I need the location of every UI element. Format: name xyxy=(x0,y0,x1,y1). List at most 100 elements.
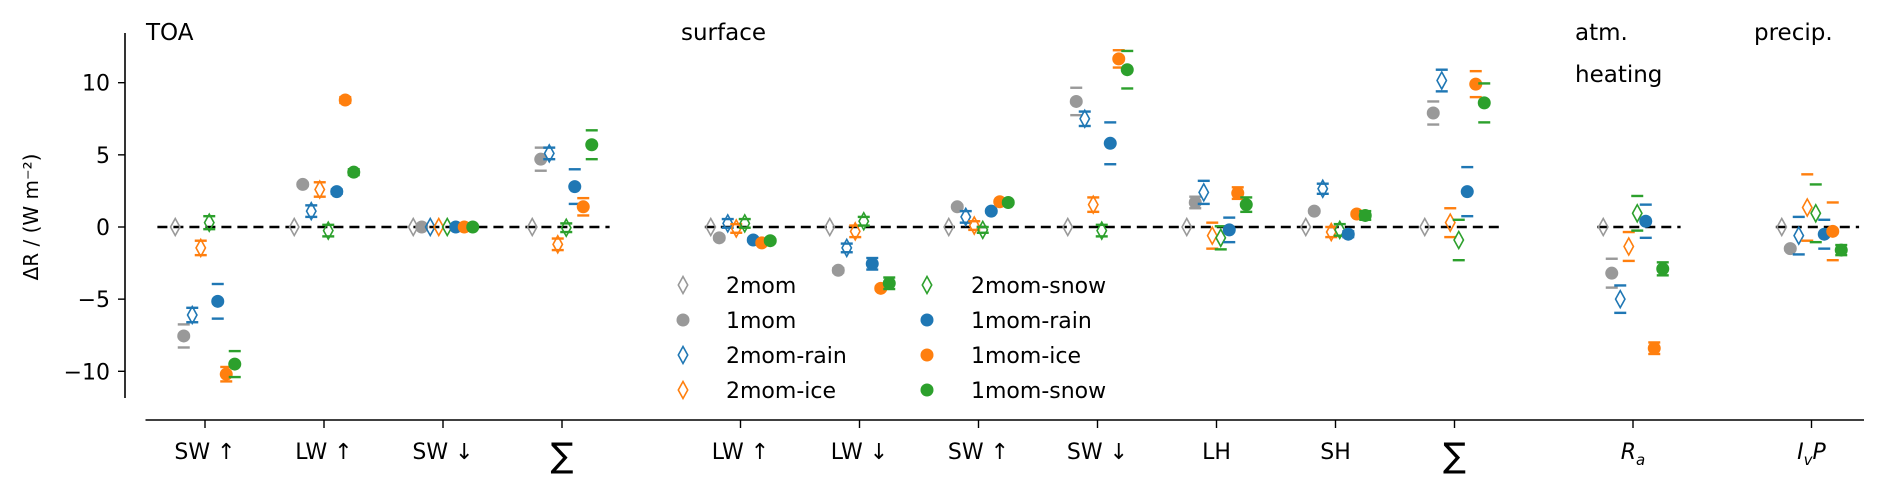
x-tick-label: SW ↑ xyxy=(948,440,1009,465)
data-point xyxy=(288,216,300,238)
data-point xyxy=(1358,208,1372,222)
data-point xyxy=(712,231,726,245)
data-point xyxy=(552,234,564,255)
data-point xyxy=(1826,224,1840,238)
data-point xyxy=(219,367,233,381)
data-point xyxy=(739,213,751,234)
legend-label: 1mom-snow xyxy=(971,379,1106,404)
axes: −10 −5 0 5 10 ΔR / (W m⁻²) SW ↑ LW ↑ SW ↓ ∑ LW ↑ LW… xyxy=(19,33,1864,476)
x-tick-label: SW ↓ xyxy=(412,440,473,465)
data-point xyxy=(1477,96,1491,110)
x-tick-label-sub: a xyxy=(1636,451,1645,469)
legend-diamond-icon xyxy=(677,379,689,401)
data-point xyxy=(1639,214,1653,228)
data-point xyxy=(1776,216,1788,238)
series-2mom-ice xyxy=(194,173,1814,263)
legend-diamond-icon xyxy=(677,344,689,366)
x-tick-label: SH xyxy=(1320,440,1351,465)
data-point xyxy=(1222,223,1236,237)
data-point xyxy=(228,357,242,371)
data-point xyxy=(1631,203,1643,224)
data-point xyxy=(338,93,352,107)
data-point xyxy=(169,216,181,238)
data-point xyxy=(824,216,836,238)
legend-item: 2mom-ice xyxy=(677,379,836,404)
section-title: precip. xyxy=(1754,20,1833,46)
section-title: atm. xyxy=(1575,20,1628,46)
data-point xyxy=(1656,262,1670,276)
y-tick-label: 10 xyxy=(82,72,110,97)
data-point xyxy=(722,213,734,234)
data-point xyxy=(1198,182,1210,203)
series-2mom-snow xyxy=(203,183,1822,262)
section-titles: TOA surface atm. heating precip. xyxy=(145,20,1833,88)
legend-circle-icon xyxy=(920,348,934,362)
series-1mom-snow xyxy=(228,49,1848,379)
data-point xyxy=(1444,212,1456,233)
data-point xyxy=(1614,288,1626,310)
data-point xyxy=(1801,197,1813,218)
data-point xyxy=(466,220,480,234)
legend-circle-icon xyxy=(920,313,934,327)
data-marks xyxy=(169,49,1848,383)
legend: 2mom 1mom 2mom-rain 2mom-ice 2mom-snow 1mom-r… xyxy=(676,274,1106,404)
data-point xyxy=(585,138,599,152)
data-point xyxy=(1460,185,1474,199)
legend-label: 2mom-rain xyxy=(726,344,847,369)
data-point xyxy=(831,263,845,277)
series-1mom-rain xyxy=(211,121,1831,320)
data-point xyxy=(1597,216,1609,238)
x-tick-label-sub: v xyxy=(1804,451,1814,469)
data-point xyxy=(858,211,870,232)
legend-diamond-icon xyxy=(921,274,933,296)
data-point xyxy=(1317,178,1329,199)
legend-circle-icon xyxy=(676,313,690,327)
data-point xyxy=(211,294,225,308)
data-point xyxy=(424,216,436,238)
data-point xyxy=(1810,203,1822,224)
x-tick-label: LW ↑ xyxy=(712,440,769,465)
data-point xyxy=(730,218,742,239)
x-tick-label: SW ↑ xyxy=(174,440,235,465)
data-point xyxy=(1605,266,1619,280)
data-point xyxy=(882,276,896,290)
data-point xyxy=(347,165,361,179)
data-point xyxy=(763,234,777,248)
legend-label: 2mom xyxy=(726,274,796,299)
data-point xyxy=(560,217,572,238)
data-point xyxy=(1793,225,1805,246)
data-point xyxy=(1206,225,1218,246)
data-point xyxy=(177,329,191,343)
legend-label: 2mom-ice xyxy=(726,379,836,404)
data-point xyxy=(195,237,207,259)
x-tick-label: SW ↓ xyxy=(1067,440,1128,465)
data-point xyxy=(865,257,879,271)
data-point xyxy=(1783,242,1797,256)
legend-label: 1mom xyxy=(726,309,796,334)
data-point xyxy=(1103,136,1117,150)
legend-item: 1mom xyxy=(676,309,796,334)
data-point xyxy=(543,143,555,164)
y-tick-label: −10 xyxy=(64,360,110,385)
data-point xyxy=(943,216,955,238)
data-point xyxy=(1062,216,1074,238)
data-point xyxy=(984,204,998,218)
data-point xyxy=(1112,52,1126,66)
data-point xyxy=(1079,108,1091,129)
x-tick-label: ∑ xyxy=(1443,436,1466,476)
x-tick-label-suffix: P xyxy=(1813,440,1827,465)
data-point xyxy=(1341,227,1355,241)
data-point xyxy=(1069,94,1083,108)
data-point xyxy=(1181,216,1193,238)
data-point xyxy=(1834,243,1848,257)
x-tick-label: Ra xyxy=(1621,440,1646,469)
data-point xyxy=(433,216,445,238)
data-point xyxy=(576,200,590,214)
data-point xyxy=(534,152,548,166)
legend-item: 2mom xyxy=(677,274,796,299)
y-tick-label: 5 xyxy=(96,144,110,169)
data-point xyxy=(1096,220,1108,241)
legend-label: 1mom-ice xyxy=(971,344,1081,369)
data-point xyxy=(1300,216,1312,238)
data-point xyxy=(415,220,429,234)
